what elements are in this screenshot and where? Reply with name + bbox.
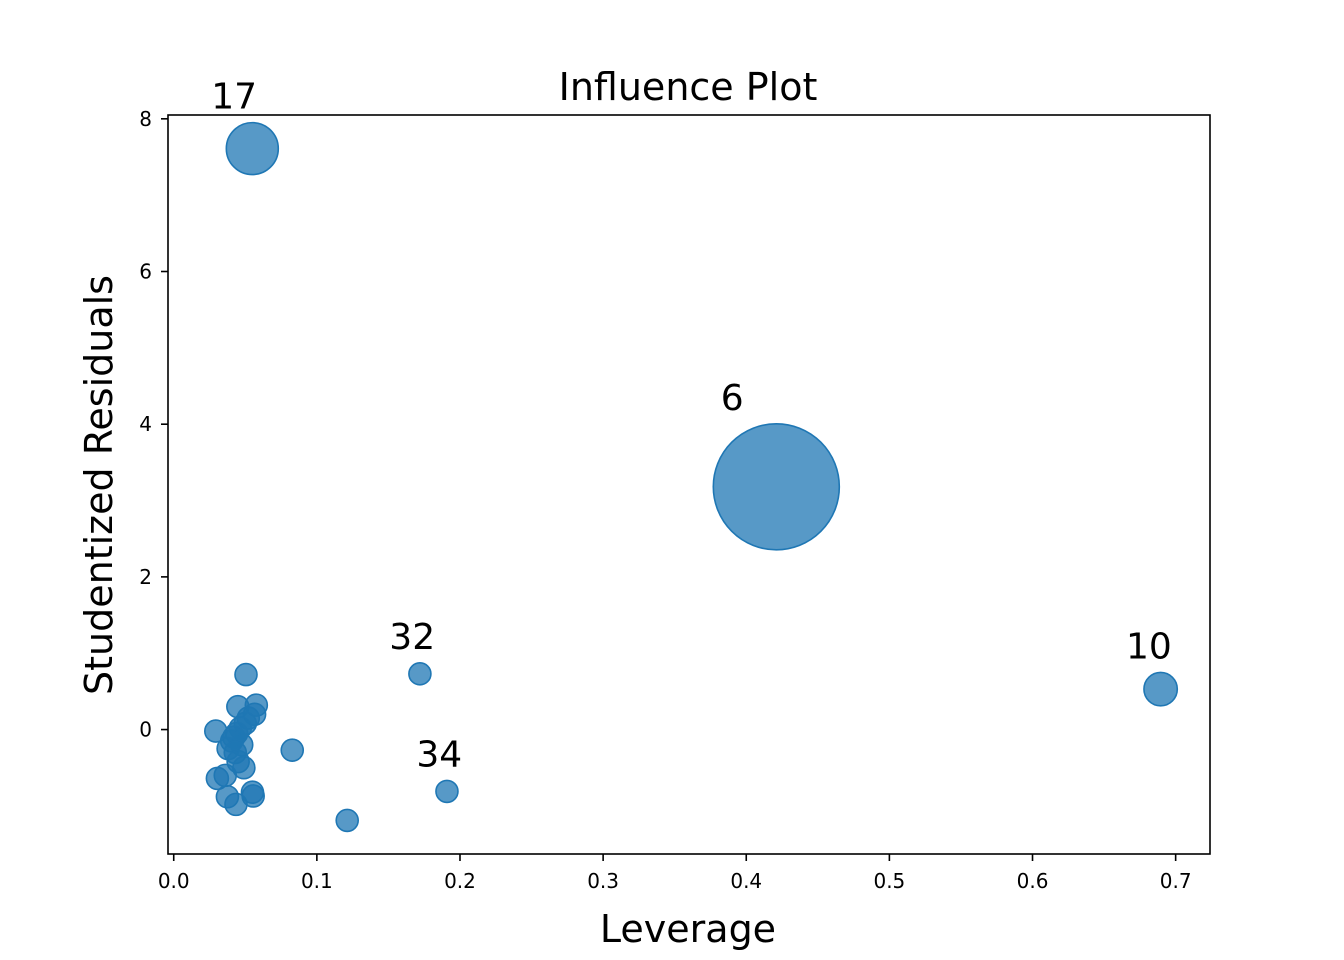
- point-label: 34: [416, 734, 462, 775]
- chart-title: Influence Plot: [559, 65, 818, 109]
- data-point: [435, 779, 459, 804]
- plot-frame: [167, 114, 1211, 855]
- y-tick-label: 0: [139, 718, 152, 742]
- y-axis-title: Studentized Residuals: [77, 275, 121, 695]
- point-label: 32: [389, 617, 435, 658]
- x-tick-label: 0.0: [158, 869, 190, 893]
- y-axis-ticks: 0 2 4 6 8: [139, 107, 168, 742]
- x-axis-title: Leverage: [600, 907, 776, 951]
- data-point: [205, 766, 230, 791]
- x-tick-label: 0.3: [587, 869, 619, 893]
- x-axis-ticks: 0.0 0.1 0.2 0.3 0.4 0.5 0.6 0.7: [158, 854, 1192, 893]
- point-label: 10: [1126, 626, 1172, 667]
- y-tick-label: 4: [139, 412, 152, 436]
- point-label: 6: [721, 378, 744, 419]
- x-tick-label: 0.1: [301, 869, 333, 893]
- data-point: [335, 808, 360, 833]
- data-point: [225, 121, 280, 176]
- data-point: [1143, 671, 1179, 707]
- data-point: [712, 422, 841, 551]
- x-tick-label: 0.2: [444, 869, 476, 893]
- x-tick-label: 0.5: [873, 869, 905, 893]
- y-tick-label: 6: [139, 260, 152, 284]
- x-tick-label: 0.4: [730, 869, 762, 893]
- points-layer: [204, 121, 1179, 833]
- data-point: [224, 792, 248, 817]
- x-tick-label: 0.7: [1160, 869, 1192, 893]
- data-point: [280, 738, 305, 762]
- y-tick-label: 8: [139, 107, 152, 131]
- point-labels-layer: 6 17 10 34 32: [211, 77, 1172, 776]
- x-tick-label: 0.6: [1017, 869, 1049, 893]
- data-point: [408, 662, 432, 686]
- data-point: [234, 662, 258, 687]
- point-label: 17: [211, 77, 257, 118]
- y-tick-label: 2: [139, 565, 152, 589]
